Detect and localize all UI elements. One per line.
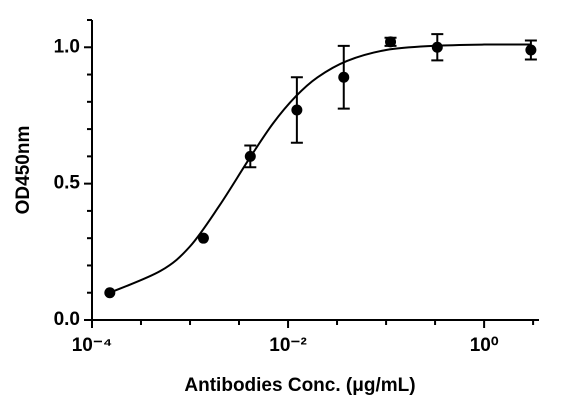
y-tick-label: 0.5 bbox=[54, 173, 81, 194]
y-tick-label: 1.0 bbox=[54, 36, 80, 57]
data-point bbox=[291, 104, 303, 116]
x-axis-label: Antibodies Conc. (μg/mL) bbox=[184, 375, 415, 396]
data-point bbox=[385, 36, 397, 48]
data-point bbox=[525, 44, 537, 56]
y-tick-label: 0.0 bbox=[54, 309, 80, 330]
data-point bbox=[244, 150, 256, 162]
fit-curve bbox=[109, 43, 531, 294]
x-tick-label: 10⁰ bbox=[470, 335, 499, 356]
data-point bbox=[338, 71, 350, 83]
data-point bbox=[197, 232, 209, 244]
y-axis-label: OD450nm bbox=[13, 126, 34, 215]
data-point bbox=[431, 41, 443, 53]
x-tick-label: 10⁻² bbox=[269, 335, 307, 356]
x-tick-label: 10⁻⁴ bbox=[72, 335, 113, 356]
data-point bbox=[104, 287, 116, 299]
